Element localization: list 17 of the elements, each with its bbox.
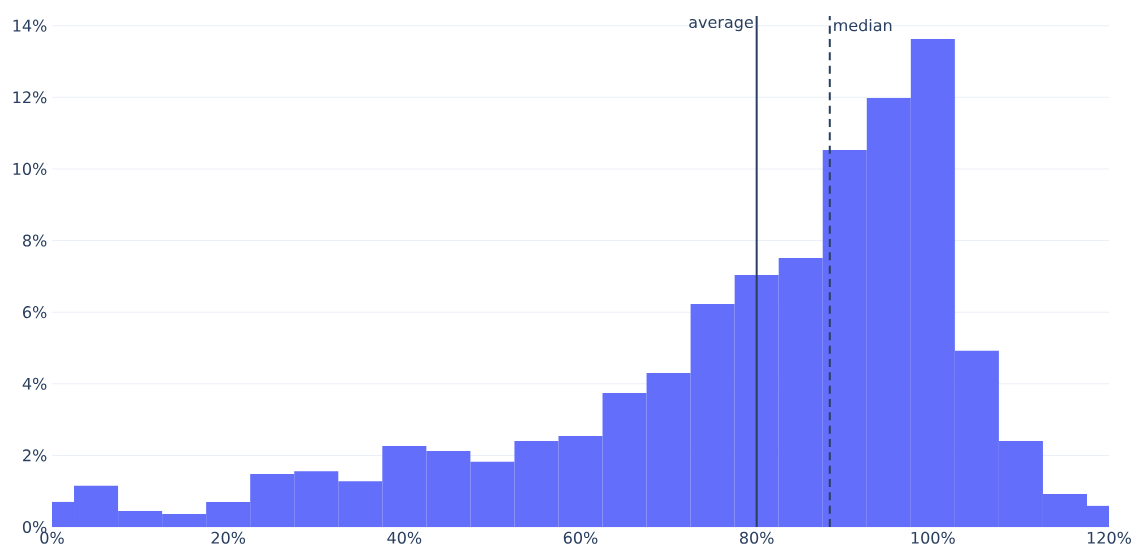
y-tick-label: 8% [23,234,47,247]
y-tick-label: 0% [22,520,47,534]
y-tick-label: 14% [13,19,47,32]
ref-line-label: average [689,18,753,32]
x-tick-label: 60% [563,531,598,544]
x-tick-label: 100% [911,531,955,544]
y-tick-label: 12% [13,91,47,104]
ref-line-label: median [834,18,892,32]
y-tick-label: 2% [23,449,47,462]
x-tick-label: 20% [211,531,246,544]
x-tick-label: 80% [739,531,774,544]
x-tick-label: 40% [387,531,422,544]
x-tick-label: 0% [40,531,64,544]
y-tick-label: 4% [22,377,47,390]
y-tick-label: 10% [13,162,47,175]
x-tick-label: 120% [1087,531,1131,544]
y-tick-label: 6% [23,306,47,319]
